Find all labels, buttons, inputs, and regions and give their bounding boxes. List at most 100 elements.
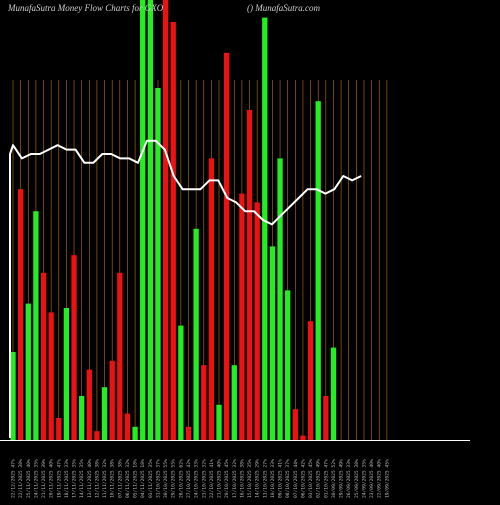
- bar: [63, 308, 70, 440]
- bar: [185, 426, 192, 440]
- bar: [193, 228, 199, 440]
- bar: [162, 0, 169, 440]
- x-tick-label: 07/11/2025 38%: [117, 459, 123, 498]
- bar: [71, 255, 77, 440]
- bar: [132, 426, 138, 440]
- x-tick-label: 03/10/2025 45%: [308, 459, 314, 498]
- bar: [330, 347, 337, 440]
- bar: [117, 272, 123, 440]
- x-tick-label: 21/10/2025 40%: [217, 459, 223, 498]
- bar: [140, 0, 146, 440]
- bar: [94, 431, 100, 440]
- x-tick-label: 19/11/2025 47%: [56, 459, 62, 498]
- x-tick-label: 13/11/2025 40%: [87, 459, 93, 498]
- bar: [155, 88, 161, 440]
- bar: [170, 22, 176, 440]
- x-tick-label: 15/10/2025 35%: [247, 459, 253, 498]
- x-tick-label: 02/10/2025 49%: [316, 459, 322, 498]
- x-tick-label: 09/10/2025 41%: [278, 459, 284, 498]
- bar: [124, 413, 131, 440]
- x-tick-labels: 22/12/2025 47% 22/11/2025 38% 25/11/2025 4…: [11, 459, 391, 498]
- x-tick-label: 04/11/2025 18%: [140, 459, 146, 498]
- x-tick-label: 19/09/2025 45%: [384, 459, 390, 498]
- x-tick-label: 22/11/2025 38%: [18, 459, 24, 498]
- bar: [56, 418, 62, 440]
- x-tick-label: 26/09/2025 33%: [346, 459, 352, 498]
- x-tick-label: 18/11/2025 33%: [64, 459, 70, 498]
- x-tick-label: 30/09/2025 52%: [331, 459, 337, 498]
- x-tick-label: 03/11/2025 35%: [148, 459, 154, 498]
- x-tick-label: 30/10/2025 55%: [163, 459, 169, 498]
- x-tick-label: 16/10/2025 38%: [239, 459, 245, 498]
- x-tick-label: 23/09/2025 40%: [369, 459, 375, 498]
- x-tick-label: 10/11/2025 38%: [110, 459, 116, 498]
- x-tick-label: 22/10/2025 41%: [209, 459, 215, 498]
- bar: [323, 396, 329, 440]
- bar: [269, 246, 276, 440]
- bar: [86, 369, 92, 440]
- bar: [10, 352, 16, 440]
- x-tick-label: 29/10/2025 55%: [171, 459, 177, 498]
- x-tick-label: 23/10/2025 32%: [201, 459, 207, 498]
- x-tick-label: 20/10/2025 45%: [224, 459, 230, 498]
- x-tick-label: 12/11/2025 38%: [94, 459, 100, 498]
- x-tick-label: 14/10/2025 29%: [255, 459, 261, 498]
- bar: [178, 325, 184, 440]
- bar: [292, 409, 298, 440]
- bar: [25, 303, 31, 440]
- price-line-layer: [9, 139, 362, 438]
- x-tick-label: 06/11/2025 32%: [125, 459, 131, 498]
- bar: [254, 202, 260, 440]
- bar: [40, 272, 47, 440]
- x-tick-label: 05/11/2025 18%: [133, 459, 139, 498]
- x-tick-label: 17/11/2025 35%: [72, 459, 78, 498]
- bar: [33, 211, 39, 440]
- bar: [17, 189, 24, 440]
- bar: [307, 321, 314, 440]
- bar-series: [0, 0, 470, 441]
- bar: [223, 52, 230, 441]
- bar: [109, 360, 115, 440]
- bar: [285, 290, 291, 440]
- x-tick-label: 20/11/2025 40%: [49, 459, 55, 498]
- x-tick-label: 21/11/2025 39%: [41, 459, 47, 498]
- x-tick-label: 22/12/2025 47%: [11, 459, 17, 498]
- bar: [79, 396, 85, 440]
- x-tick-label: 27/10/2025 42%: [186, 459, 192, 498]
- x-tick-label: 29/09/2025 49%: [339, 459, 345, 498]
- bar: [239, 193, 245, 440]
- x-tick-label: 14/11/2025 35%: [79, 459, 85, 498]
- chart-title-left: MunafaSutra Money Flow Charts for GXO: [7, 3, 164, 13]
- bar: [315, 101, 321, 440]
- x-tick-label: 24/10/2025 33%: [194, 459, 200, 498]
- x-tick-label: 17/10/2025 32%: [232, 459, 238, 498]
- bar: [48, 312, 54, 440]
- x-tick-label: 24/11/2025 35%: [33, 459, 39, 498]
- x-tick-label: 13/10/2025 27%: [262, 459, 268, 498]
- x-tick-label: 24/09/2025 35%: [362, 459, 368, 498]
- x-tick-label: 25/11/2025 40%: [26, 459, 32, 498]
- x-tick-label: 10/10/2025 33%: [270, 459, 276, 498]
- x-tick-label: 11/11/2025 32%: [102, 459, 108, 498]
- chart-title-right: () MunafaSutra.com: [247, 3, 320, 13]
- x-tick-label: 28/10/2025 62%: [178, 459, 184, 498]
- bar: [300, 435, 306, 440]
- price-line: [9, 139, 362, 438]
- bar: [262, 17, 268, 440]
- x-tick-label: 31/10/2025 37%: [156, 459, 162, 498]
- bar: [101, 387, 108, 440]
- bar: [216, 404, 222, 440]
- bar: [277, 158, 283, 440]
- x-tick-label: 22/09/2025 40%: [377, 459, 383, 498]
- x-tick-label: 06/10/2025 42%: [300, 459, 306, 498]
- x-tick-label: 25/09/2025 38%: [354, 459, 360, 498]
- x-tick-label: 07/10/2025 44%: [293, 459, 299, 498]
- x-tick-label: 01/10/2025 47%: [323, 459, 329, 498]
- bar: [231, 365, 237, 440]
- bar: [201, 365, 207, 440]
- x-tick-label: 08/10/2025 37%: [285, 459, 291, 498]
- bar: [208, 158, 215, 440]
- bar: [147, 0, 153, 440]
